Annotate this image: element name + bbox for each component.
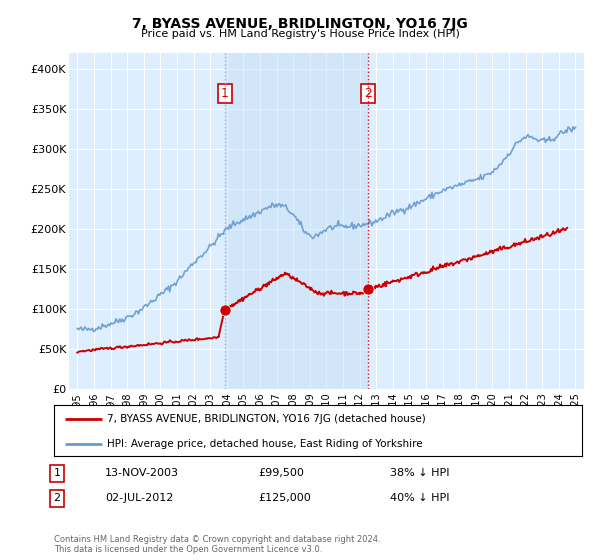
Text: Price paid vs. HM Land Registry's House Price Index (HPI): Price paid vs. HM Land Registry's House …: [140, 29, 460, 39]
Text: 7, BYASS AVENUE, BRIDLINGTON, YO16 7JG (detached house): 7, BYASS AVENUE, BRIDLINGTON, YO16 7JG (…: [107, 414, 425, 424]
Text: HPI: Average price, detached house, East Riding of Yorkshire: HPI: Average price, detached house, East…: [107, 438, 422, 449]
Text: 02-JUL-2012: 02-JUL-2012: [105, 493, 173, 503]
Text: 13-NOV-2003: 13-NOV-2003: [105, 468, 179, 478]
Text: 2: 2: [364, 87, 372, 100]
Text: 1: 1: [53, 468, 61, 478]
Bar: [224, 53, 368, 389]
Text: Contains HM Land Registry data © Crown copyright and database right 2024.
This d: Contains HM Land Registry data © Crown c…: [54, 535, 380, 554]
Text: £125,000: £125,000: [258, 493, 311, 503]
Text: 7, BYASS AVENUE, BRIDLINGTON, YO16 7JG: 7, BYASS AVENUE, BRIDLINGTON, YO16 7JG: [132, 17, 468, 31]
Text: 1: 1: [221, 87, 229, 100]
Text: £99,500: £99,500: [258, 468, 304, 478]
Text: 40% ↓ HPI: 40% ↓ HPI: [390, 493, 449, 503]
Text: 38% ↓ HPI: 38% ↓ HPI: [390, 468, 449, 478]
Text: 2: 2: [53, 493, 61, 503]
